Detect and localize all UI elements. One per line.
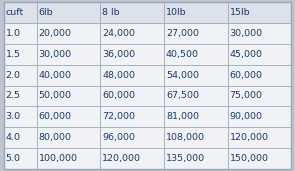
Text: 3.0: 3.0 [6, 112, 21, 121]
Bar [227, 65, 291, 86]
Text: 36,000: 36,000 [102, 50, 135, 59]
Text: 4.0: 4.0 [6, 133, 21, 142]
Bar [227, 23, 291, 44]
Text: 10lb: 10lb [166, 8, 187, 17]
Bar [4, 106, 37, 127]
Text: 60,000: 60,000 [230, 71, 263, 80]
Bar [4, 65, 37, 86]
Text: cuft: cuft [6, 8, 24, 17]
Bar [37, 106, 100, 127]
Bar [100, 2, 164, 23]
Bar [164, 86, 227, 106]
Bar [37, 148, 100, 169]
Text: 8 lb: 8 lb [102, 8, 120, 17]
Text: 60,000: 60,000 [39, 112, 72, 121]
Bar [227, 2, 291, 23]
Text: 6lb: 6lb [39, 8, 53, 17]
Bar [100, 86, 164, 106]
Bar [100, 44, 164, 65]
Text: 1.0: 1.0 [6, 29, 21, 38]
Text: 30,000: 30,000 [39, 50, 72, 59]
Bar [100, 148, 164, 169]
Bar [4, 148, 37, 169]
Bar [4, 44, 37, 65]
Bar [227, 44, 291, 65]
Text: 108,000: 108,000 [166, 133, 205, 142]
Bar [37, 2, 100, 23]
Bar [227, 127, 291, 148]
Bar [227, 86, 291, 106]
Text: 96,000: 96,000 [102, 133, 135, 142]
Bar [37, 65, 100, 86]
Bar [100, 106, 164, 127]
Text: 40,500: 40,500 [166, 50, 199, 59]
Bar [4, 23, 37, 44]
Bar [4, 127, 37, 148]
Bar [164, 127, 227, 148]
Text: 100,000: 100,000 [39, 154, 78, 163]
Text: 75,000: 75,000 [230, 91, 263, 100]
Text: 15lb: 15lb [230, 8, 250, 17]
Bar [100, 65, 164, 86]
Text: 20,000: 20,000 [39, 29, 72, 38]
Bar [164, 106, 227, 127]
Text: 2.0: 2.0 [6, 71, 21, 80]
Text: 1.5: 1.5 [6, 50, 21, 59]
Text: 45,000: 45,000 [230, 50, 263, 59]
Bar [164, 65, 227, 86]
Text: 54,000: 54,000 [166, 71, 199, 80]
Bar [164, 148, 227, 169]
Bar [4, 86, 37, 106]
Text: 81,000: 81,000 [166, 112, 199, 121]
Text: 27,000: 27,000 [166, 29, 199, 38]
Text: 120,000: 120,000 [102, 154, 141, 163]
Bar [37, 23, 100, 44]
Text: 40,000: 40,000 [39, 71, 72, 80]
Bar [164, 23, 227, 44]
Text: 30,000: 30,000 [230, 29, 263, 38]
Bar [37, 44, 100, 65]
Text: 50,000: 50,000 [39, 91, 72, 100]
Bar [37, 86, 100, 106]
Bar [4, 2, 37, 23]
Bar [164, 2, 227, 23]
Text: 135,000: 135,000 [166, 154, 205, 163]
Bar [164, 44, 227, 65]
Text: 2.5: 2.5 [6, 91, 21, 100]
Text: 90,000: 90,000 [230, 112, 263, 121]
Text: 24,000: 24,000 [102, 29, 135, 38]
Text: 48,000: 48,000 [102, 71, 135, 80]
Bar [37, 127, 100, 148]
Text: 120,000: 120,000 [230, 133, 269, 142]
Text: 80,000: 80,000 [39, 133, 72, 142]
Text: 5.0: 5.0 [6, 154, 21, 163]
Text: 60,000: 60,000 [102, 91, 135, 100]
Bar [100, 127, 164, 148]
Text: 150,000: 150,000 [230, 154, 269, 163]
Bar [227, 106, 291, 127]
Bar [100, 23, 164, 44]
Bar [227, 148, 291, 169]
Text: 72,000: 72,000 [102, 112, 135, 121]
Text: 67,500: 67,500 [166, 91, 199, 100]
